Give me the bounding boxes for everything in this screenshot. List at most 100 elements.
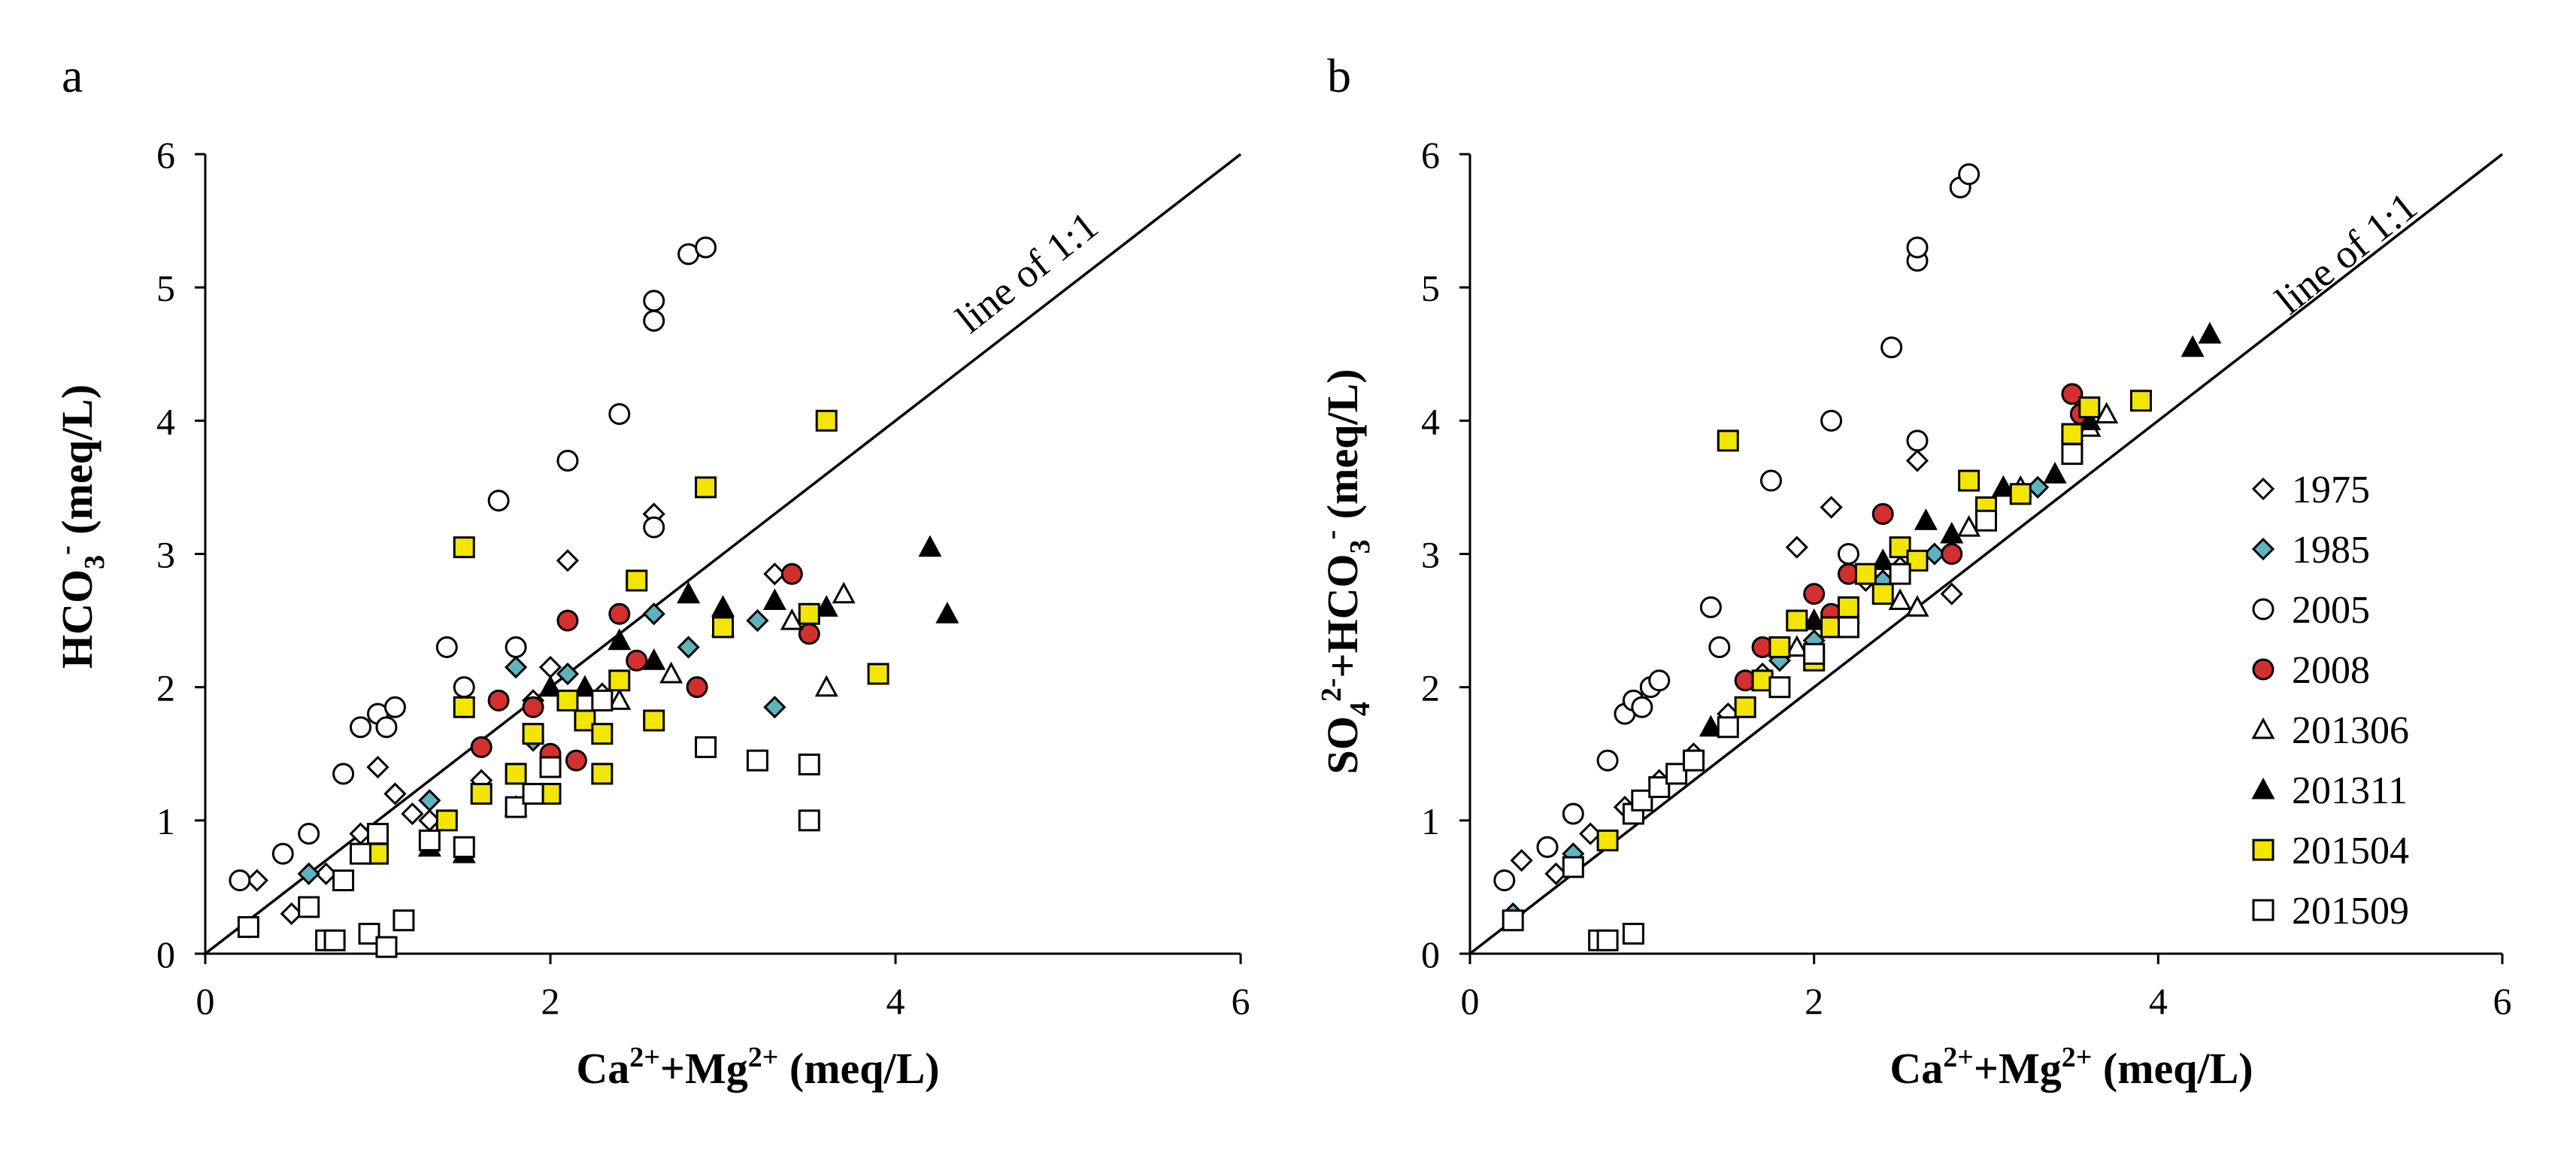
point-201311 — [1871, 548, 1895, 570]
legend-marker-201311 — [2251, 777, 2275, 800]
legend-marker-201306 — [2251, 717, 2275, 739]
point-2008 — [686, 676, 708, 699]
point-201509 — [237, 916, 259, 939]
point-201311 — [2198, 322, 2222, 344]
point-2008 — [608, 602, 631, 625]
point-2005 — [643, 309, 665, 332]
point-2005 — [229, 869, 251, 892]
point-2005 — [1648, 669, 1671, 692]
point-2008 — [780, 563, 803, 585]
point-2005 — [1906, 236, 1929, 259]
panel-b-legend: 1975 1985 2005 2008 201306 201311 201504 201509 — [2251, 469, 2409, 933]
point-2008 — [565, 749, 587, 772]
point-201509 — [2061, 443, 2084, 466]
point-201306 — [1785, 635, 1809, 657]
point-201509 — [1768, 676, 1791, 699]
point-1975 — [245, 869, 268, 892]
point-201509 — [418, 829, 441, 851]
point-201311 — [538, 675, 562, 697]
point-201504 — [2061, 423, 2084, 445]
panel-a-points — [229, 236, 959, 958]
point-201504 — [643, 709, 665, 732]
point-201311 — [1699, 715, 1723, 737]
y-tick-label: 1 — [156, 800, 175, 842]
point-2008 — [2061, 383, 2084, 405]
point-201504 — [867, 663, 889, 685]
legend-item-2008: 2008 — [2252, 649, 2370, 692]
point-1985 — [504, 655, 528, 679]
point-2005 — [1699, 596, 1722, 618]
point-1985 — [746, 608, 769, 633]
panel-a-1to1 — [204, 153, 1242, 955]
point-201311 — [573, 675, 597, 697]
point-201504 — [591, 723, 614, 745]
legend-item-201509: 201509 — [2252, 890, 2409, 933]
legend-label-201504: 201504 — [2292, 830, 2409, 872]
point-1975 — [383, 782, 407, 806]
point-201504 — [1854, 563, 1877, 585]
y-tick-label: 4 — [156, 400, 175, 442]
point-201509 — [453, 836, 475, 858]
legend-label-1975: 1975 — [2292, 469, 2370, 511]
point-201504 — [695, 476, 717, 499]
point-201504 — [1734, 696, 1756, 718]
x-tick-label: 4 — [886, 980, 905, 1022]
point-2005 — [1596, 749, 1619, 772]
point-201306 — [608, 688, 632, 710]
point-201311 — [608, 628, 632, 651]
point-201509 — [1562, 856, 1584, 878]
one-to-one-line — [204, 153, 1242, 955]
x-tick-label: 0 — [196, 980, 215, 1022]
point-201311 — [677, 581, 701, 604]
point-2008 — [1941, 543, 1963, 565]
panel-a-ticks: 0 2 4 6 0 1 2 3 4 5 6 — [156, 134, 1250, 1022]
legend-marker-201504 — [2252, 839, 2274, 861]
point-201504 — [453, 536, 475, 559]
point-201509 — [392, 909, 415, 932]
point-2008 — [556, 609, 579, 632]
y-tick-label: 0 — [1421, 933, 1440, 975]
point-201504 — [591, 763, 614, 785]
point-201504 — [470, 782, 492, 805]
point-201509 — [746, 749, 768, 772]
legend-marker-2008 — [2252, 658, 2274, 681]
point-201311 — [935, 602, 959, 624]
legend-item-1975: 1975 — [2251, 469, 2370, 511]
point-201509 — [522, 782, 544, 805]
point-1975 — [763, 562, 786, 586]
point-2005 — [505, 636, 527, 659]
x-tick-label: 4 — [2149, 980, 2168, 1022]
point-201509 — [323, 929, 346, 951]
point-2008 — [1803, 583, 1826, 605]
point-201311 — [1914, 508, 1938, 530]
series-201509 — [1502, 443, 2084, 951]
point-201504 — [2078, 396, 2101, 419]
panel-b-label: b — [1327, 49, 1351, 102]
point-201306 — [1888, 588, 1912, 611]
legend-item-1985: 1985 — [2251, 529, 2370, 572]
point-201509 — [367, 823, 389, 845]
legend-marker-201509 — [2252, 899, 2274, 921]
point-2005 — [1880, 336, 1903, 359]
legend-label-201509: 201509 — [2292, 890, 2409, 933]
point-2008 — [1871, 502, 1894, 525]
point-201504 — [505, 763, 527, 785]
panel-b-x-title: Ca2++Mg2+ (meq/L) — [1890, 1042, 2253, 1093]
point-201504 — [1786, 609, 1808, 632]
x-tick-label: 2 — [541, 980, 560, 1022]
point-201504 — [1889, 536, 1911, 559]
y-tick-label: 5 — [1421, 267, 1440, 309]
point-1975 — [1510, 848, 1533, 872]
point-2005 — [350, 716, 372, 739]
legend-label-201311: 201311 — [2292, 769, 2408, 812]
panel-b-axes — [1468, 154, 2502, 955]
point-2005 — [298, 823, 320, 845]
point-201504 — [712, 616, 734, 639]
point-1985 — [297, 862, 320, 885]
point-201311 — [918, 535, 942, 557]
panel-a-x-title: Ca2++Mg2+ (meq/L) — [576, 1042, 939, 1093]
point-201311 — [2181, 335, 2205, 357]
point-201311 — [762, 588, 786, 611]
point-201504 — [608, 669, 631, 692]
point-2005 — [332, 763, 355, 785]
